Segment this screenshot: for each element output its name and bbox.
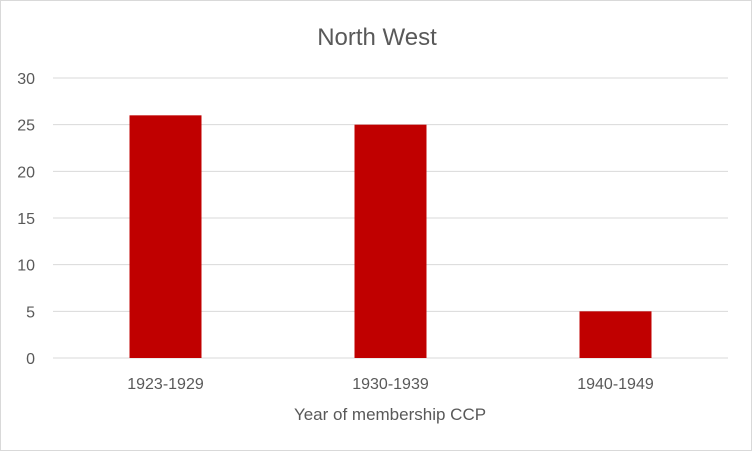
- y-tick-label: 15: [17, 211, 35, 228]
- x-tick-label: 1923-1929: [127, 376, 204, 393]
- x-tick-label: 1930-1939: [352, 376, 429, 393]
- bars: [129, 115, 652, 359]
- y-axis-ticks: 0 5 10 15 20 25 30: [17, 71, 35, 368]
- y-tick-label: 25: [17, 118, 35, 135]
- x-tick-label: 1940-1949: [577, 376, 654, 393]
- y-tick-label: 0: [26, 351, 35, 368]
- bar-1923-1929: [129, 115, 202, 358]
- y-tick-label: 20: [17, 164, 35, 181]
- y-tick-label: 30: [17, 71, 35, 88]
- chart-title: North West: [317, 24, 437, 51]
- x-axis-ticks: 1923-1929 1930-1939 1940-1949: [127, 376, 654, 393]
- y-tick-label: 5: [26, 304, 35, 321]
- bar-1930-1939: [354, 124, 427, 359]
- y-tick-label: 10: [17, 258, 35, 275]
- x-axis-title: Year of membership CCP: [294, 405, 486, 424]
- bar-1940-1949: [579, 311, 652, 358]
